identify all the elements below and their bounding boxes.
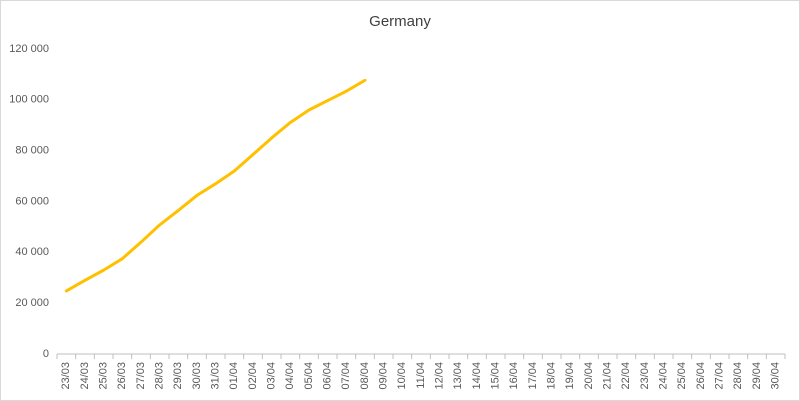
x-tick-label: 24/04	[658, 362, 670, 390]
x-tick-label: 19/04	[564, 362, 576, 390]
x-tick-label: 25/03	[98, 362, 110, 390]
x-tick-label: 25/04	[676, 362, 688, 390]
x-tick-label: 05/04	[303, 362, 315, 390]
x-tick-label: 23/04	[639, 362, 651, 390]
y-tick-label: 0	[43, 348, 49, 360]
x-tick-label: 11/04	[415, 362, 427, 389]
x-tick-label: 24/03	[79, 362, 91, 390]
chart-title: Germany	[369, 13, 431, 30]
x-tick-label: 13/04	[452, 362, 464, 390]
y-tick-label: 120 000	[9, 43, 49, 55]
x-tick-label: 07/04	[340, 362, 352, 390]
x-tick-label: 21/04	[602, 362, 614, 390]
x-tick-label: 20/04	[583, 362, 595, 390]
x-tick-label: 30/03	[191, 362, 203, 390]
x-tick-label: 26/04	[695, 362, 707, 390]
series-line	[64, 78, 367, 293]
x-tick-label: 29/04	[751, 362, 763, 390]
x-tick-label: 23/03	[60, 362, 72, 390]
y-tick-label: 100 000	[9, 94, 49, 106]
x-tick-label: 02/04	[247, 362, 259, 390]
x-tick-label: 29/03	[172, 362, 184, 390]
x-tick-label: 16/04	[508, 362, 520, 390]
x-tick-label: 15/04	[490, 362, 502, 390]
y-tick-label: 60 000	[15, 195, 49, 207]
x-tick-label: 06/04	[322, 362, 334, 390]
x-tick-label: 09/04	[378, 362, 390, 390]
x-tick-label: 27/04	[714, 362, 726, 390]
x-tick-label: 22/04	[620, 362, 632, 390]
x-tick-label: 27/03	[135, 362, 147, 390]
x-tick-label: 14/04	[471, 362, 483, 390]
x-tick-label: 28/04	[732, 362, 744, 390]
y-tick-label: 40 000	[15, 246, 49, 258]
x-tick-label: 26/03	[116, 362, 128, 390]
x-tick-label: 01/04	[228, 362, 240, 390]
x-tick-label: 12/04	[434, 362, 446, 390]
x-tick-label: 31/03	[210, 362, 222, 390]
x-tick-label: 30/04	[770, 362, 782, 390]
x-tick-label: 08/04	[359, 362, 371, 390]
y-tick-label: 20 000	[15, 297, 49, 309]
x-tick-label: 04/04	[284, 362, 296, 390]
y-tick-label: 80 000	[15, 145, 49, 157]
x-tick-label: 17/04	[527, 362, 539, 390]
x-tick-label: 28/03	[154, 362, 166, 390]
x-tick-label: 03/04	[266, 362, 278, 390]
x-tick-label: 18/04	[546, 362, 558, 390]
x-tick-label: 10/04	[396, 362, 408, 390]
